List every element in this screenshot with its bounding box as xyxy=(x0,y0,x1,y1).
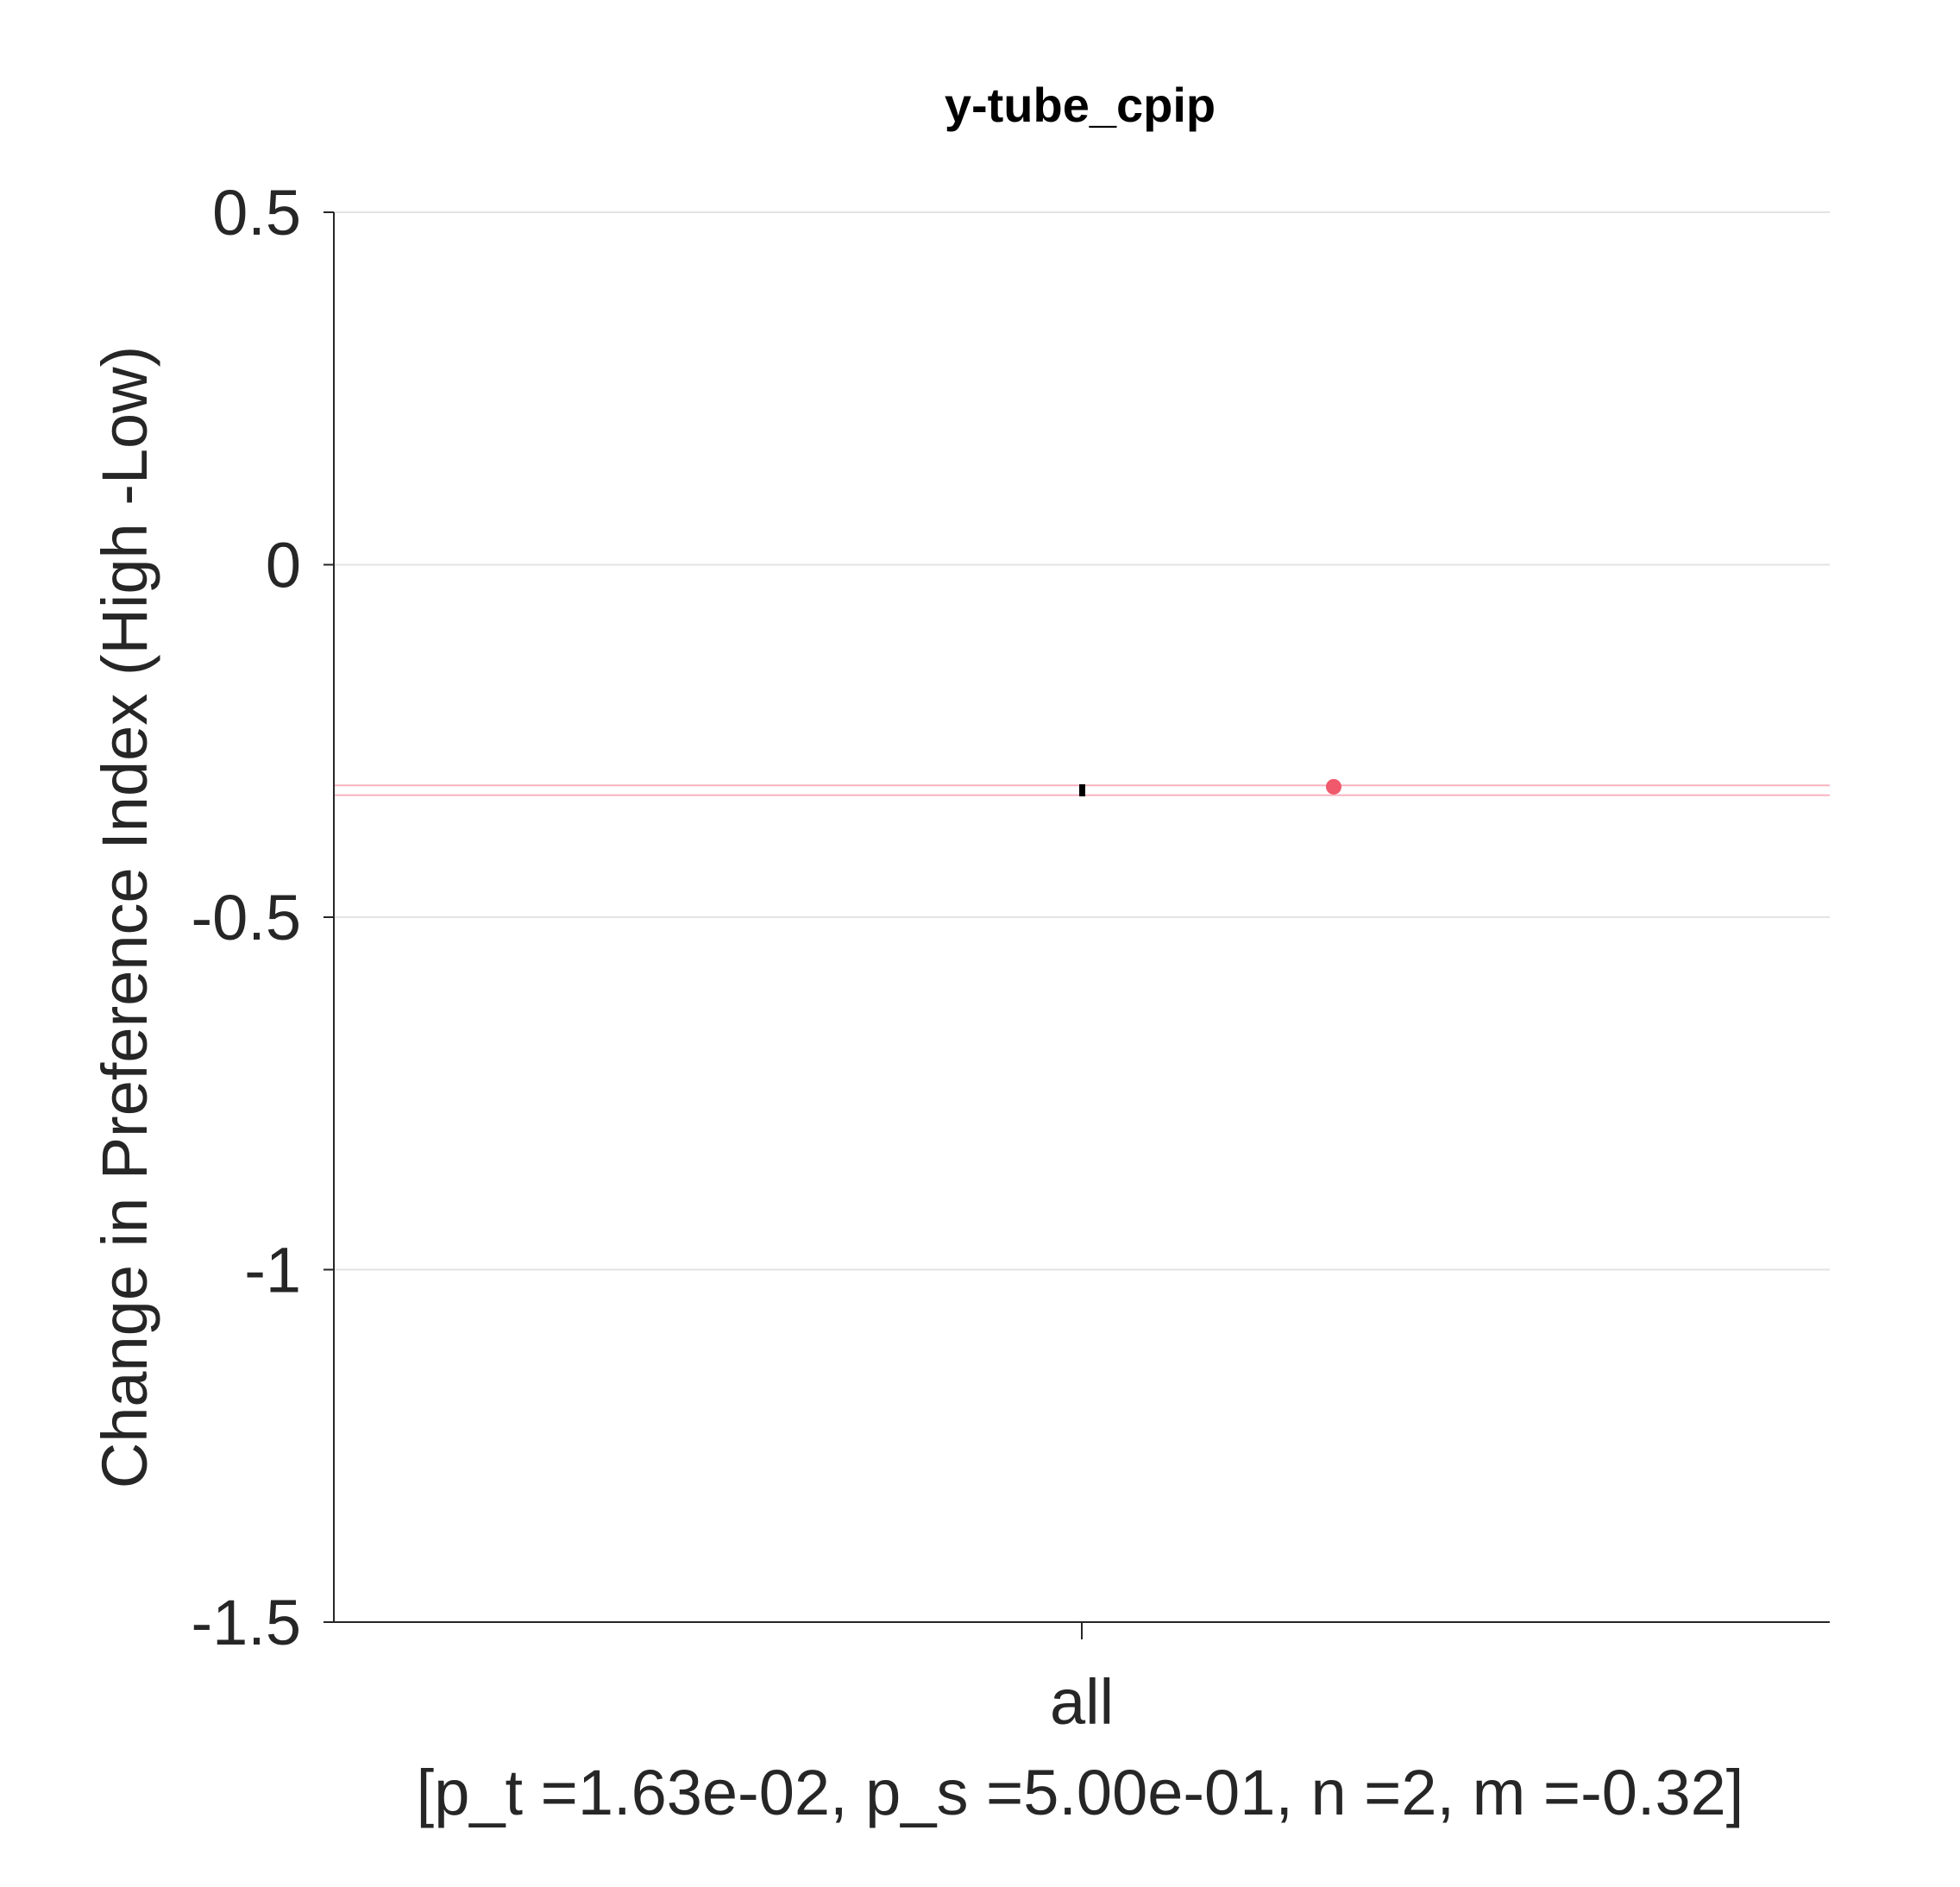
category-annotation: [p_t =1.63e-02, p_s =5.00e-01, n =2, m =… xyxy=(417,1757,1744,1828)
y-tick-label: -1 xyxy=(244,1235,301,1306)
data-point xyxy=(1326,778,1341,795)
mean-marker xyxy=(1079,783,1085,796)
grid xyxy=(334,211,1830,1271)
data-marks xyxy=(1079,778,1341,796)
y-tick-label: 0.5 xyxy=(212,177,301,248)
x-ticks: all xyxy=(1050,1622,1114,1738)
y-tick-label: -1.5 xyxy=(191,1587,301,1658)
y-tick-label: -0.5 xyxy=(191,882,301,953)
x-tick-label: all xyxy=(1050,1666,1114,1738)
y-tick-label: 0 xyxy=(266,530,301,601)
chart-title: y-tube_cpip xyxy=(945,78,1216,132)
y-axis-label: Change in Preference Index (High -Low) xyxy=(89,346,160,1488)
y-ticks: 0.5 0 -0.5 -1 -1.5 xyxy=(191,177,334,1658)
